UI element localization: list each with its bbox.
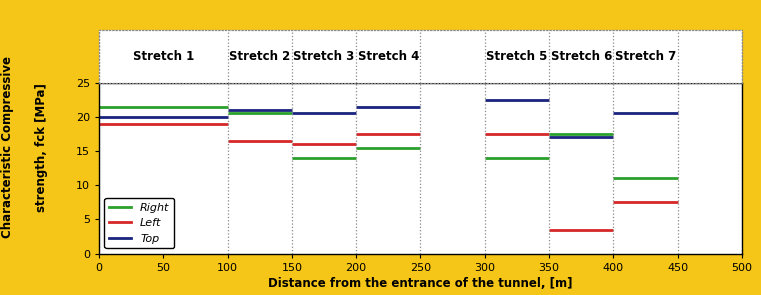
Text: Stretch 7: Stretch 7 (615, 50, 676, 63)
Text: Stretch 2: Stretch 2 (229, 50, 290, 63)
Text: Characteristic Compressive: Characteristic Compressive (1, 57, 14, 238)
Text: strength, fck [MPa]: strength, fck [MPa] (35, 83, 49, 212)
X-axis label: Distance from the entrance of the tunnel, [m]: Distance from the entrance of the tunnel… (268, 277, 573, 290)
Text: Stretch 1: Stretch 1 (132, 50, 194, 63)
Text: Stretch 5: Stretch 5 (486, 50, 548, 63)
Legend: Right, Left, Top: Right, Left, Top (104, 198, 174, 248)
Text: Stretch 4: Stretch 4 (358, 50, 419, 63)
Text: Stretch 3: Stretch 3 (294, 50, 355, 63)
Text: Stretch 6: Stretch 6 (550, 50, 612, 63)
